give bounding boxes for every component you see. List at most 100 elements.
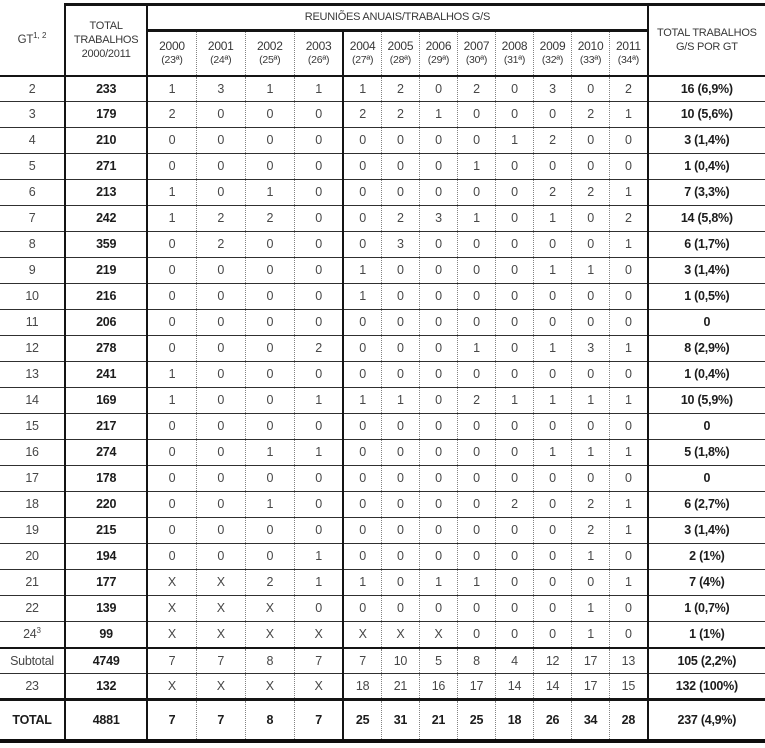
- year-value-cell: 0: [380, 257, 420, 284]
- gt-number: Subtotal: [10, 653, 54, 668]
- gt-number: 5: [28, 159, 36, 174]
- year-column-header: 2007 (30ª): [456, 29, 496, 77]
- year-value-cell: 0: [147, 153, 197, 180]
- year-value-cell: 0: [533, 621, 572, 648]
- year-value-cell: 0: [456, 491, 496, 518]
- table-row: 12 278 0 0 0 2 0 0 0 1 0 1 3 1 8 (2,9%): [0, 335, 765, 362]
- year-value-cell: 0: [418, 179, 458, 206]
- table-row: 11 206 0 0 0 0 0 0 0 0 0 0 0 0 0: [0, 309, 765, 336]
- table-row: 22 139 X X X 0 0 0 0 0 0 0 1 0 1 (0,7%): [0, 595, 765, 622]
- year-value-cell: 0: [456, 413, 496, 440]
- year-label: 2003: [305, 38, 332, 53]
- total-gs-cell: 10 (5,6%): [646, 101, 765, 128]
- year-value-cell: 0: [494, 543, 534, 570]
- row-label-gt: 23: [0, 673, 67, 700]
- year-value-cell: 0: [533, 569, 572, 596]
- year-value-cell: 0: [195, 439, 246, 466]
- gt-number: 13: [25, 367, 39, 382]
- row-label-gt: 17: [0, 465, 67, 492]
- year-value-cell: 1: [147, 361, 197, 388]
- year-value-cell: 1: [533, 439, 572, 466]
- year-value-cell: 0: [342, 465, 382, 492]
- year-value-cell: 2: [244, 205, 295, 232]
- year-value-cell: 13: [609, 646, 648, 674]
- year-value-cell: 1: [533, 387, 572, 414]
- year-value-cell: 7: [195, 646, 246, 674]
- year-value-cell: 17: [571, 646, 610, 674]
- total-gs-cell: 14 (5,8%): [646, 205, 765, 232]
- year-value-cell: 0: [380, 517, 420, 544]
- year-column-header: 2006 (29ª): [418, 29, 458, 77]
- year-value-cell: 2: [609, 205, 648, 232]
- year-value-cell: 0: [418, 257, 458, 284]
- year-column-header: 2010 (33ª): [571, 29, 610, 77]
- year-value-cell: X: [195, 673, 246, 700]
- year-value-cell: 0: [244, 101, 295, 128]
- year-value-cell: 15: [609, 673, 648, 700]
- total-works-column-header: TOTAL TRABALHOS 2000/2011: [64, 3, 149, 77]
- year-value-cell: 1: [293, 75, 344, 102]
- year-value-cell: 0: [342, 491, 382, 518]
- year-value-cell: 2: [571, 179, 610, 206]
- year-value-cell: X: [147, 569, 197, 596]
- year-value-cell: 1: [533, 257, 572, 284]
- year-value-cell: 0: [147, 127, 197, 154]
- total-gs-cell: 3 (1,4%): [646, 257, 765, 284]
- row-label-gt: 12: [0, 335, 67, 362]
- annual-meetings-group-header: REUNIÕES ANUAIS/TRABALHOS G/S: [147, 3, 649, 31]
- year-value-cell: 2: [380, 101, 420, 128]
- year-value-cell: 0: [244, 465, 295, 492]
- year-value-cell: 0: [293, 283, 344, 310]
- year-value-cell: 0: [418, 387, 458, 414]
- year-label: 2006: [425, 38, 452, 53]
- year-value-cell: 1: [456, 205, 496, 232]
- year-value-cell: 1: [342, 257, 382, 284]
- year-value-cell: 0: [293, 205, 344, 232]
- total-gs-cell: 1 (0,4%): [646, 361, 765, 388]
- year-value-cell: 2: [571, 101, 610, 128]
- table-row: 4 210 0 0 0 0 0 0 0 0 1 2 0 0 3 (1,4%): [0, 127, 765, 154]
- gt-number: 15: [25, 419, 39, 434]
- year-value-cell: 0: [244, 543, 295, 570]
- year-value-cell: 1: [342, 283, 382, 310]
- total-works-cell: 278: [65, 335, 149, 362]
- year-value-cell: 0: [147, 517, 197, 544]
- table-header: GT1, 2 TOTAL TRABALHOS 2000/2011 REUNIÕE…: [0, 3, 765, 77]
- year-value-cell: 1: [244, 491, 295, 518]
- year-value-cell: X: [293, 621, 344, 648]
- year-value-cell: 14: [533, 673, 572, 700]
- year-value-cell: 0: [456, 621, 496, 648]
- table-row: 16 274 0 0 1 1 0 0 0 0 0 1 1 1 5 (1,8%): [0, 439, 765, 466]
- total-gs-cell: 1 (0,7%): [646, 595, 765, 622]
- year-value-cell: 0: [456, 517, 496, 544]
- gt-number: 7: [28, 211, 36, 226]
- year-value-cell: 0: [195, 335, 246, 362]
- total-gs-cell: 1 (0,5%): [646, 283, 765, 310]
- year-value-cell: X: [147, 621, 197, 648]
- year-value-cell: 1: [609, 335, 648, 362]
- year-value-cell: 0: [571, 413, 610, 440]
- year-value-cell: 0: [494, 439, 534, 466]
- row-label-gt: Subtotal: [0, 646, 67, 674]
- year-value-cell: 2: [494, 491, 534, 518]
- year-value-cell: 0: [494, 595, 534, 622]
- year-value-cell: 0: [342, 153, 382, 180]
- total-works-cell: 178: [65, 465, 149, 492]
- year-value-cell: 0: [418, 465, 458, 492]
- year-value-cell: 1: [380, 387, 420, 414]
- total-gs-cell: 6 (1,7%): [646, 231, 765, 258]
- year-value-cell: 0: [571, 361, 610, 388]
- row-label-gt: 9: [0, 257, 67, 284]
- year-value-cell: 0: [147, 231, 197, 258]
- row-label-gt: 15: [0, 413, 67, 440]
- table-row: 6 213 1 0 1 0 0 0 0 0 0 2 2 1 7 (3,3%): [0, 179, 765, 206]
- year-value-cell: 0: [195, 153, 246, 180]
- gt-number: 22: [25, 601, 39, 616]
- year-value-cell: X: [293, 673, 344, 700]
- total-works-cell: 210: [65, 127, 149, 154]
- year-value-cell: 1: [571, 387, 610, 414]
- year-value-cell: 1: [609, 179, 648, 206]
- total-works-cell: 233: [65, 75, 149, 102]
- row-label-gt: 8: [0, 231, 67, 258]
- year-value-cell: 7: [147, 698, 197, 743]
